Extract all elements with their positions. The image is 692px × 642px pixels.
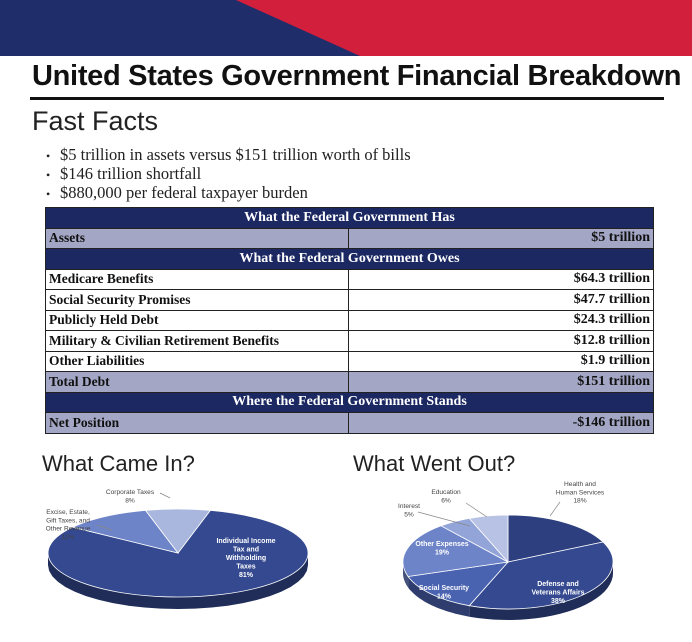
has-header: What the Federal Government Has <box>45 207 654 229</box>
fact-text: $5 trillion in assets versus $151 trilli… <box>60 145 411 164</box>
pie-slice-side <box>48 553 308 609</box>
table-section-header: Where the Federal Government Stands <box>45 391 654 413</box>
bullet-icon: • <box>46 149 51 163</box>
leader-line <box>417 511 471 527</box>
pie-slice-side <box>408 576 470 617</box>
leader-line <box>549 501 561 517</box>
slice-label: Individual Income Tax and Withholding Taxes… <box>216 538 275 579</box>
row-value: $64.3 trillion <box>348 268 654 290</box>
slice-label: Defense and Veterans Affairs 38% <box>531 581 584 605</box>
slice-label: Social Security 14% <box>419 585 469 601</box>
row-value: $47.7 trillion <box>348 289 654 311</box>
header-banner <box>0 0 692 56</box>
row-value: $1.9 trillion <box>348 350 654 372</box>
leader-line <box>465 502 488 518</box>
fact-item: • $5 trillion in assets versus $151 trill… <box>46 145 411 164</box>
table-row: Medicare Benefits $64.3 trillion <box>45 268 654 290</box>
pie-slice <box>507 514 604 563</box>
slice-label: Corporate Taxes 8% <box>106 489 155 504</box>
table-row: Assets $5 trillion <box>45 227 654 249</box>
bullet-icon: • <box>46 187 51 201</box>
fact-item: • $146 trillion shortfall <box>46 164 411 183</box>
row-label: Other Liabilities <box>45 350 349 372</box>
row-label: Net Position <box>45 412 349 434</box>
pie-slice <box>144 508 212 554</box>
financial-table: What the Federal Government Has Assets $… <box>45 207 654 434</box>
table-row-total: Total Debt $151 trillion <box>45 371 654 393</box>
spending-chart-heading: What Went Out? <box>353 451 516 476</box>
row-label: Social Security Promises <box>45 289 349 311</box>
fast-facts-heading: Fast Facts <box>32 106 159 136</box>
slice-label: Health and Human Services 18% <box>556 481 605 505</box>
row-label: Military & Civilian Retirement Benefits <box>45 330 349 352</box>
stands-header: Where the Federal Government Stands <box>45 391 654 413</box>
leader-line <box>96 524 113 531</box>
slice-label: Other Expenses 19% <box>415 541 468 557</box>
slice-label: Interest 5% <box>398 503 420 518</box>
slice-label: Excise, Estate, Gift Taxes, and Other Reve… <box>46 509 91 541</box>
leader-line <box>159 492 171 499</box>
title-underline <box>30 97 664 100</box>
owes-header: What the Federal Government Owes <box>45 248 654 270</box>
fact-item: • $880,000 per federal taxpayer burden <box>46 183 411 202</box>
table-section-header: What the Federal Government Owes <box>45 248 654 270</box>
income-pie: Individual Income Tax and Withholding Taxes… <box>46 489 309 609</box>
row-label: Total Debt <box>45 371 349 393</box>
table-row: Other Liabilities $1.9 trillion <box>45 350 654 372</box>
fast-facts-list: • $5 trillion in assets versus $151 trill… <box>46 145 411 202</box>
spending-pie: Health and Human Services 18% Defense and Ve… <box>398 481 614 620</box>
fact-text: $146 trillion shortfall <box>60 164 202 183</box>
income-chart-heading: What Came In? <box>42 451 195 476</box>
pie-slice <box>71 509 180 554</box>
pie-slice <box>47 509 309 598</box>
row-label: Assets <box>45 227 349 249</box>
row-value: $12.8 trillion <box>348 330 654 352</box>
pie-slice <box>468 541 614 610</box>
row-value: $151 trillion <box>348 371 654 393</box>
pie-slice-side <box>403 562 409 588</box>
table-row: Net Position -$146 trillion <box>45 412 654 434</box>
slice-label: Education 6% <box>431 489 461 504</box>
row-value: -$146 trillion <box>348 412 654 434</box>
pie-charts: Individual Income Tax and Withholding Taxes… <box>46 481 614 620</box>
table-row: Military & Civilian Retirement Benefits … <box>45 330 654 352</box>
banner-navy <box>0 0 360 56</box>
bullet-icon: • <box>46 168 51 182</box>
pie-slice <box>468 514 509 564</box>
table-section-header: What the Federal Government Has <box>45 207 654 229</box>
pie-slice-side <box>469 562 613 620</box>
pie-slice <box>402 525 510 577</box>
row-label: Medicare Benefits <box>45 268 349 290</box>
row-value: $24.3 trillion <box>348 309 654 331</box>
table-row: Publicly Held Debt $24.3 trillion <box>45 309 654 331</box>
row-label: Publicly Held Debt <box>45 309 349 331</box>
row-value: $5 trillion <box>348 227 654 249</box>
fact-text: $880,000 per federal taxpayer burden <box>60 183 308 202</box>
page-title: United States Government Financial Break… <box>32 60 682 92</box>
table-row: Social Security Promises $47.7 trillion <box>45 289 654 311</box>
